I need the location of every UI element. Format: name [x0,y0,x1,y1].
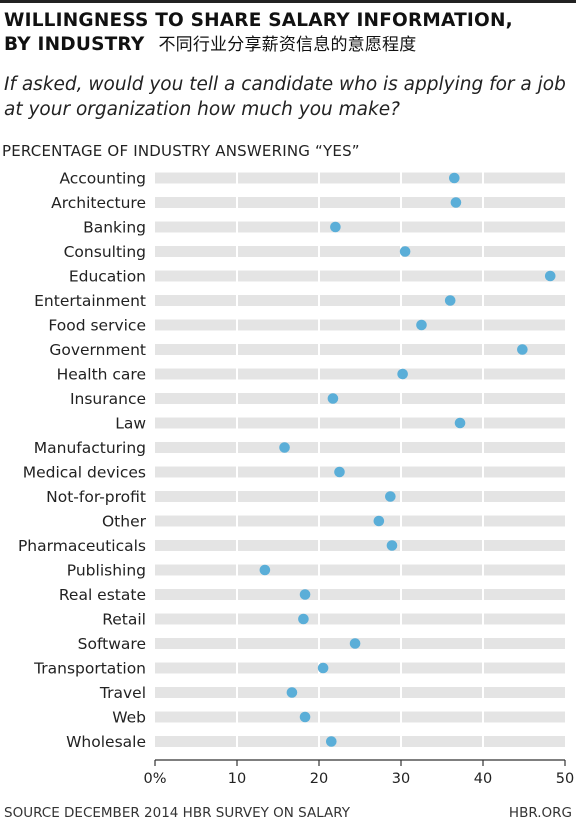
category-label: Retail [102,611,146,629]
track-20 [155,662,565,674]
x-tick-label: 0% [143,771,166,787]
dot-pharmaceuticals [386,540,398,551]
dot-health-care [397,368,408,380]
track-17 [155,589,565,600]
category-label: Government [49,341,146,359]
source-org: HBR.ORG [508,805,572,821]
category-label: Pharmaceuticals [18,537,146,555]
track-0 [155,172,565,184]
category-label: Architecture [51,194,146,212]
category-label: Health care [57,366,146,384]
dot-publishing [259,564,271,576]
category-label: Manufacturing [34,439,146,457]
track-7 [155,344,565,355]
title-chinese: 不同行业分享薪资信息的意愿程度 [158,35,417,55]
dot-banking [330,221,341,233]
dot-law [454,417,466,429]
category-label: Accounting [59,170,146,188]
track-11 [155,442,565,453]
dot-food-service [416,319,427,331]
track-18 [155,613,565,625]
x-tick-label: 10 [228,771,246,787]
track-21 [155,687,565,698]
category-label: Entertainment [34,292,146,310]
title-line-2: BY INDUSTRY 不同行业分享薪资信息的意愿程度 [4,33,574,57]
category-label: Medical devices [23,464,146,482]
dot-plot: Accounting Architecture Banking Consulting E… [18,170,574,788]
track-15 [155,540,565,551]
track-9 [155,393,565,404]
track-2 [155,221,565,233]
top-rule [0,0,576,3]
track-1 [155,197,565,208]
track-5 [155,295,565,306]
x-tick-label: 40 [474,771,492,787]
track-6 [155,319,565,331]
category-label: Real estate [59,586,146,604]
track-14 [155,515,565,527]
category-label: Not-for-profit [46,488,146,506]
category-label: Other [102,513,147,531]
dot-retail [298,613,309,625]
track-12 [155,466,565,478]
dot-entertainment [444,295,456,306]
category-label: Insurance [70,390,146,408]
survey-question: If asked, would you tell a candidate who… [4,74,566,120]
x-tick-label: 30 [392,771,410,787]
track-22 [155,711,565,723]
dot-architecture [450,197,462,208]
category-label: Transportation [33,660,146,678]
x-tick-label: 50 [556,771,574,787]
dot-not-for-profit [385,491,396,502]
track-8 [155,368,565,380]
track-10 [155,417,565,429]
track-23 [155,736,565,747]
dot-web [299,711,311,723]
dot-accounting [449,172,460,184]
category-label: Travel [99,684,146,702]
category-label: Law [115,415,146,433]
category-label: Banking [83,219,146,237]
category-label: Publishing [67,562,146,580]
dot-transportation [317,662,329,674]
dot-other [373,515,385,527]
dot-wholesale [326,736,337,747]
track-13 [155,491,565,502]
title-line-1: WILLINGNESS TO SHARE SALARY INFORMATION, [4,10,513,31]
category-label: Web [112,709,146,727]
category-label: Education [69,268,146,286]
category-label: Wholesale [66,733,146,751]
title-line-2-en: BY INDUSTRY [4,34,145,55]
category-label: Food service [48,317,146,335]
dot-medical-devices [334,466,345,478]
dot-education [544,270,556,282]
track-3 [155,246,565,257]
category-label: Consulting [64,243,146,261]
x-tick-label: 20 [310,771,328,787]
track-16 [155,564,565,576]
category-label: Software [78,635,146,653]
dot-government [517,344,528,355]
dot-manufacturing [279,442,290,453]
dot-consulting [399,246,411,257]
source-note: SOURCE DECEMBER 2014 HBR SURVEY ON SALAR… [4,805,351,821]
chart-title: WILLINGNESS TO SHARE SALARY INFORMATION,… [4,9,574,57]
track-4 [155,270,565,282]
dot-insurance [327,393,339,404]
chart-subhead: PERCENTAGE OF INDUSTRY ANSWERING “YES” [2,142,360,160]
dot-real-estate [299,589,311,600]
dot-travel [286,687,298,698]
dot-software [349,638,361,649]
footer: SOURCE DECEMBER 2014 HBR SURVEY ON SALAR… [0,805,576,825]
